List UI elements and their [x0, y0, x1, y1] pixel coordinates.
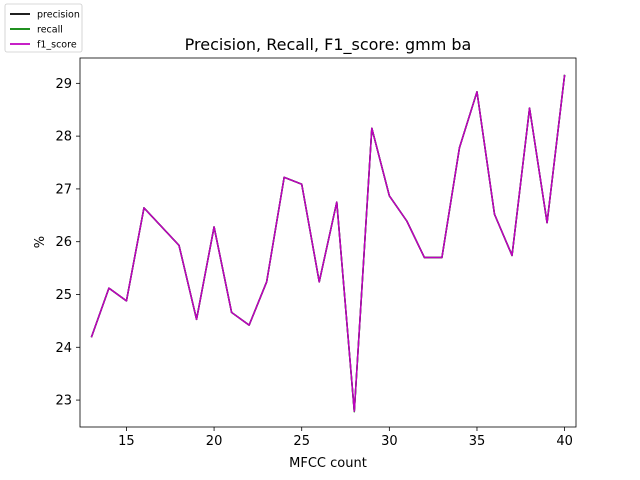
x-tick-label: 40 — [556, 434, 573, 449]
plot-area: 15 20 25 30 35 40 23 24 25 26 27 28 29 — [55, 57, 577, 449]
legend-box — [4, 3, 83, 53]
legend-label-f1_score: f1_score — [37, 40, 77, 51]
y-tick-label: 25 — [55, 288, 72, 303]
x-tick-label: 15 — [118, 434, 135, 449]
x-tick-label: 30 — [381, 434, 398, 449]
y-tick-label: 26 — [55, 235, 72, 250]
x-tick-label: 20 — [206, 434, 223, 449]
y-tick-label: 29 — [55, 77, 72, 92]
y-tick-label: 27 — [55, 182, 72, 197]
axes-frame — [79, 57, 577, 428]
x-tick-label: 25 — [293, 434, 310, 449]
series-line-f1_score — [90, 74, 566, 412]
legend-label-precision: precision — [37, 10, 80, 21]
legend-label-recall: recall — [37, 25, 63, 36]
x-tick-label: 35 — [469, 434, 486, 449]
x-axis-label: MFCC count — [289, 456, 367, 471]
y-tick-label: 24 — [55, 341, 72, 356]
legend: precision recall f1_score — [4, 3, 83, 53]
y-axis-label: % — [33, 236, 48, 248]
chart-title: Precision, Recall, F1_score: gmm ba — [185, 35, 472, 55]
y-tick-label: 23 — [55, 394, 72, 409]
y-tick-label: 28 — [55, 130, 72, 145]
